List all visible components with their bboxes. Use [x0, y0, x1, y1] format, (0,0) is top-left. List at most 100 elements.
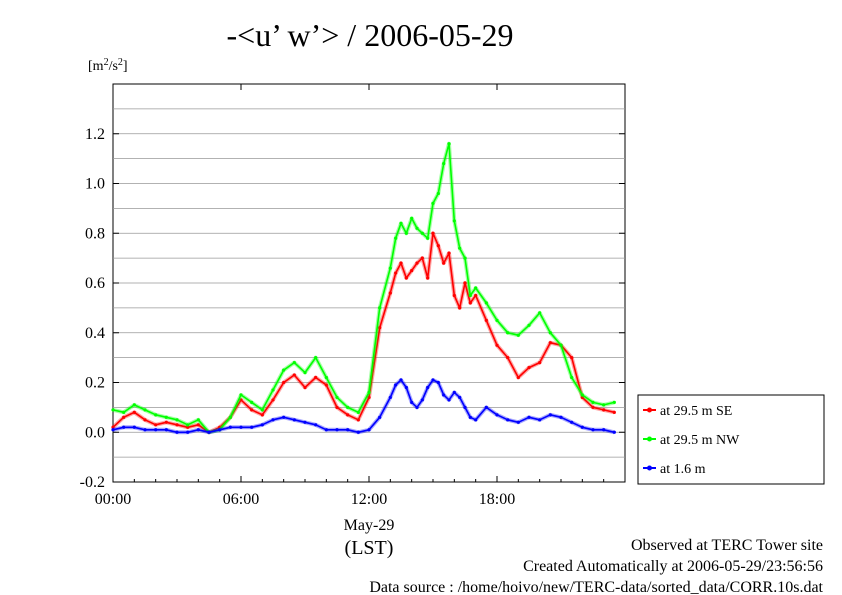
data-point [426, 276, 430, 280]
data-point [474, 286, 478, 290]
x-timezone-label: (LST) [345, 537, 394, 559]
data-point [404, 231, 408, 235]
data-point [207, 430, 211, 434]
data-point [239, 393, 243, 397]
data-point [314, 356, 318, 360]
data-point [399, 378, 403, 382]
data-point [484, 301, 488, 305]
data-point [228, 425, 232, 429]
data-point [271, 418, 275, 422]
data-point [111, 408, 115, 412]
data-point [484, 318, 488, 322]
data-point [282, 380, 286, 385]
data-point [452, 390, 456, 395]
data-point [410, 268, 414, 273]
data-point [468, 301, 472, 305]
data-point [239, 398, 243, 402]
data-point [292, 373, 296, 377]
data-point [303, 370, 307, 375]
data-point [186, 430, 190, 434]
data-point [527, 365, 531, 370]
y-unit-exp2: 2 [118, 57, 123, 68]
data-point [548, 413, 552, 417]
data-point [271, 398, 275, 402]
data-point [442, 162, 446, 166]
x-axis: 00:00 06:00 12:00 18:00 [95, 84, 605, 508]
data-point [303, 420, 307, 424]
y-tick-label: 1.0 [85, 176, 105, 193]
data-point [292, 418, 296, 422]
data-point [164, 415, 168, 419]
data-point [378, 326, 382, 330]
data-point [612, 430, 616, 434]
data-point [122, 415, 126, 419]
data-point [570, 420, 574, 424]
data-point [154, 423, 158, 427]
y-axis-unit: [m2/s2] [88, 57, 128, 74]
data-point [431, 378, 435, 382]
data-point [538, 311, 542, 315]
y-unit-end: ] [123, 59, 128, 74]
footer-source: Data source : /home/hoivo/new/TERC-data/… [369, 579, 823, 595]
y-tick-label: -0.2 [80, 474, 105, 491]
data-point [506, 331, 510, 335]
data-point [495, 413, 499, 417]
data-point [122, 425, 126, 429]
data-point [356, 418, 360, 422]
data-point [143, 418, 147, 422]
data-point [591, 428, 595, 432]
series-line [112, 379, 615, 434]
data-point [420, 231, 424, 235]
data-point [324, 375, 328, 380]
data-point [436, 380, 440, 385]
data-point [474, 293, 478, 298]
data-point [415, 405, 419, 409]
data-point [452, 219, 456, 223]
data-point [228, 415, 232, 419]
data-point [458, 395, 462, 400]
series-group [111, 141, 616, 435]
data-point [468, 415, 472, 419]
y-tick-label: 0.8 [85, 225, 105, 242]
data-point [612, 400, 616, 404]
data-point [410, 216, 414, 220]
data-point [463, 281, 467, 285]
data-point [394, 383, 398, 387]
data-point [346, 413, 350, 417]
legend-label: at 1.6 m [660, 462, 706, 477]
data-point [602, 408, 606, 412]
data-point [388, 395, 392, 400]
data-point [495, 343, 499, 347]
data-point [452, 293, 456, 298]
data-point [415, 226, 419, 230]
data-point [527, 415, 531, 419]
y-tick-label: 0.0 [85, 424, 105, 441]
y-unit-mid: /s [109, 59, 118, 74]
data-point [367, 395, 371, 400]
data-point [260, 413, 264, 417]
data-point [122, 410, 126, 414]
data-point [538, 418, 542, 422]
data-point [527, 323, 531, 327]
data-point [506, 356, 510, 360]
data-point [250, 425, 254, 429]
data-point [468, 293, 472, 298]
data-point [404, 385, 408, 390]
data-point [458, 246, 462, 250]
data-point [431, 231, 435, 235]
data-point [442, 261, 446, 265]
data-point [602, 428, 606, 432]
data-point [426, 236, 430, 240]
data-point [463, 256, 467, 260]
data-point [132, 403, 136, 407]
data-point [458, 306, 462, 310]
y-unit-base: [m [88, 59, 104, 74]
x-tick-label: 06:00 [223, 491, 259, 508]
data-point [388, 291, 392, 295]
data-point [436, 244, 440, 248]
data-point [260, 408, 264, 412]
data-point [314, 375, 318, 380]
data-point [474, 418, 478, 422]
data-point [580, 393, 584, 397]
